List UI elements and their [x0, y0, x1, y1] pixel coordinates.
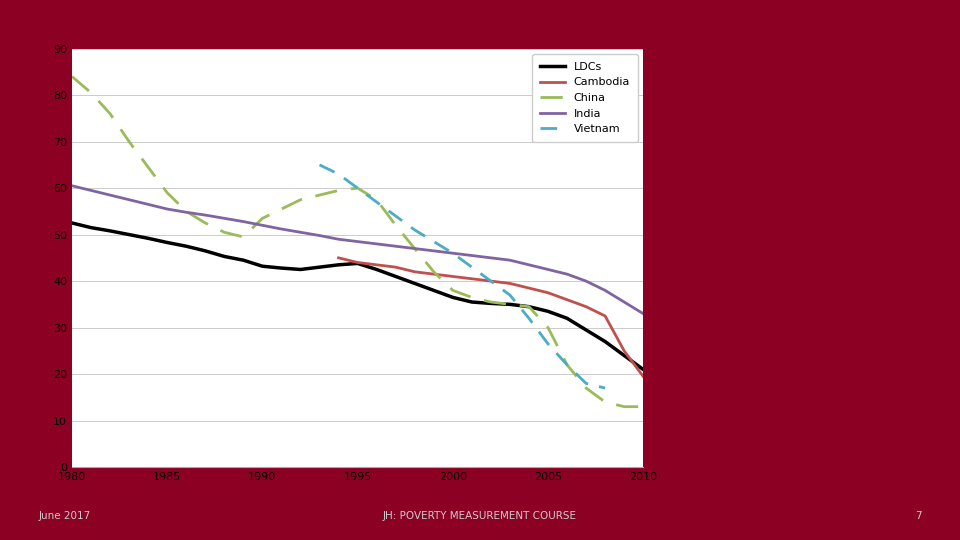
Text: 7: 7 — [915, 511, 922, 521]
Text: June 2017: June 2017 — [38, 511, 90, 521]
Legend: LDCs, Cambodia, China, India, Vietnam: LDCs, Cambodia, China, India, Vietnam — [533, 54, 637, 142]
Text: JH: POVERTY MEASUREMENT COURSE: JH: POVERTY MEASUREMENT COURSE — [383, 511, 577, 521]
